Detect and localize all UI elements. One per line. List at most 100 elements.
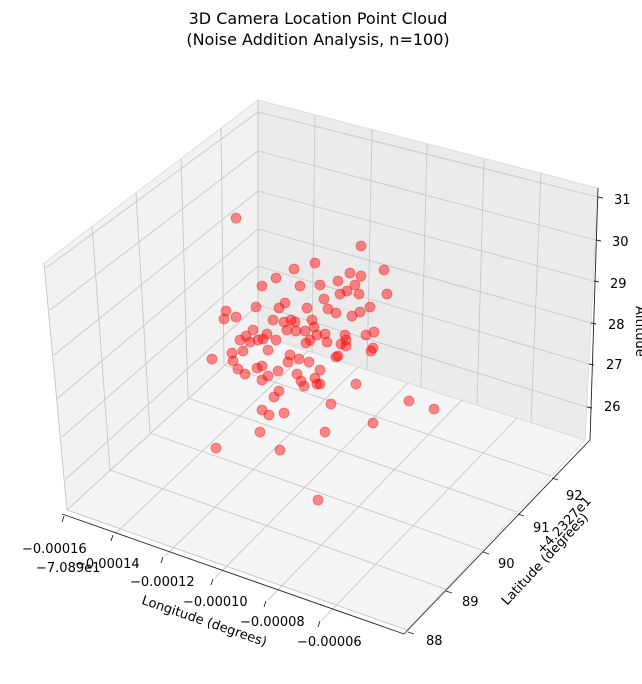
- scatter-point: [344, 267, 356, 279]
- scatter-point: [321, 336, 333, 348]
- scatter-point: [403, 395, 415, 407]
- x-tick-2: [110, 534, 114, 542]
- scatter-point: [250, 301, 262, 313]
- scatter-point: [230, 212, 242, 224]
- grid-back-x-2: [311, 114, 316, 353]
- scatter-point: [256, 404, 268, 416]
- scatter-point: [349, 279, 361, 291]
- scatter-point: [332, 275, 344, 287]
- grid-floor-x-1: [66, 334, 259, 511]
- y-tick-label-5: 92: [566, 489, 583, 504]
- scatter-point: [226, 347, 238, 359]
- grid-left-z-4: [53, 190, 259, 356]
- axes-panes: [43, 99, 599, 631]
- grid-left-y-2: [91, 225, 111, 471]
- grid-floor-x-5: [267, 399, 463, 601]
- grid-back-z-6: [257, 111, 599, 198]
- grid-floor-y-5: [223, 364, 552, 477]
- scatter-point: [367, 417, 379, 429]
- scatter-point: [314, 364, 326, 376]
- scatter-point: [308, 321, 320, 333]
- grid-floor-y-3: [149, 432, 483, 551]
- grid-floor-x-4: [214, 382, 409, 579]
- scatter-point: [268, 391, 280, 403]
- z-tick-label-3: 28: [608, 318, 625, 333]
- scatter-point: [251, 362, 263, 374]
- scatter-point: [303, 356, 315, 368]
- x-axis-line: [61, 513, 405, 635]
- scatter-point: [291, 368, 303, 380]
- scatter-point: [282, 356, 294, 368]
- grid-left-z-5: [49, 150, 259, 311]
- z-tick-label-1: 26: [604, 400, 621, 415]
- z-tick-3: [590, 322, 597, 325]
- scatter-point: [227, 355, 239, 367]
- scatter-point: [378, 264, 390, 276]
- scatter-point: [256, 374, 268, 386]
- scatter-point: [340, 340, 352, 352]
- scatter-point: [360, 329, 372, 341]
- grid-back-z-5: [257, 150, 597, 241]
- scatter-point: [318, 293, 330, 305]
- scatter-point: [270, 334, 282, 346]
- x-tick-6: [317, 620, 321, 628]
- scatter-point: [368, 326, 380, 338]
- y-tick-2: [445, 590, 453, 594]
- grid-back-z-3: [257, 228, 592, 324]
- z-tick-label-2: 27: [606, 358, 623, 373]
- grid-back-x-5: [476, 158, 485, 406]
- y-tick-label-3: 90: [498, 557, 515, 572]
- scatter-point: [272, 365, 284, 377]
- y-tick-4: [517, 513, 525, 517]
- scatter-point: [240, 330, 252, 342]
- grid-back-z-1: [257, 304, 588, 408]
- z-axis-line: [589, 187, 599, 441]
- y-tick-label-4: 91: [533, 521, 550, 536]
- z-tick-label-5: 30: [612, 235, 629, 250]
- scatter-point: [273, 302, 285, 314]
- scatter-point: [279, 297, 291, 309]
- scatter-point: [256, 360, 268, 372]
- scatter-point: [237, 345, 249, 357]
- scatter-point: [364, 301, 376, 313]
- z-axis-label: Altitude: [632, 306, 642, 357]
- scatter-point: [234, 334, 246, 346]
- grid-floor-x-2: [114, 350, 309, 535]
- x-tick-label-2: −0.00014: [75, 557, 140, 572]
- grid-left-z-6: [45, 111, 259, 269]
- scatter-point: [230, 311, 242, 323]
- scatter-point: [273, 385, 285, 397]
- grid-floor-x-3: [164, 366, 359, 557]
- scatter-point: [210, 442, 222, 454]
- grid-back-z-4: [257, 190, 595, 282]
- scatter-point: [346, 310, 358, 322]
- scatter-point: [206, 353, 218, 365]
- scatter-point: [244, 336, 256, 348]
- scatter-point: [218, 313, 230, 325]
- y-axis-line: [403, 439, 591, 635]
- z-tick-label-4: 29: [610, 277, 627, 292]
- x-tick-1: [61, 515, 65, 523]
- grid-floor-y-2: [109, 469, 446, 590]
- scatter-point: [281, 324, 293, 336]
- scatter-point: [257, 333, 269, 345]
- grid-left-z-2: [61, 265, 259, 438]
- scatter-point: [314, 378, 326, 390]
- scatter-point: [330, 307, 342, 319]
- scatter-point: [355, 240, 367, 252]
- z-tick-5: [595, 239, 602, 242]
- scatter-points: [206, 212, 440, 506]
- scatter-point: [298, 380, 310, 392]
- scatter-point: [334, 288, 346, 300]
- scatter-point: [220, 305, 232, 317]
- scatter-point: [335, 338, 347, 350]
- grid-back-x-3: [366, 129, 373, 371]
- scatter-point: [274, 444, 286, 456]
- grid-left-z-3: [57, 228, 259, 399]
- scatter-point: [312, 494, 324, 506]
- y-tick-label-2: 89: [462, 595, 479, 610]
- scatter-point: [309, 372, 321, 384]
- grid-lines: [43, 100, 599, 631]
